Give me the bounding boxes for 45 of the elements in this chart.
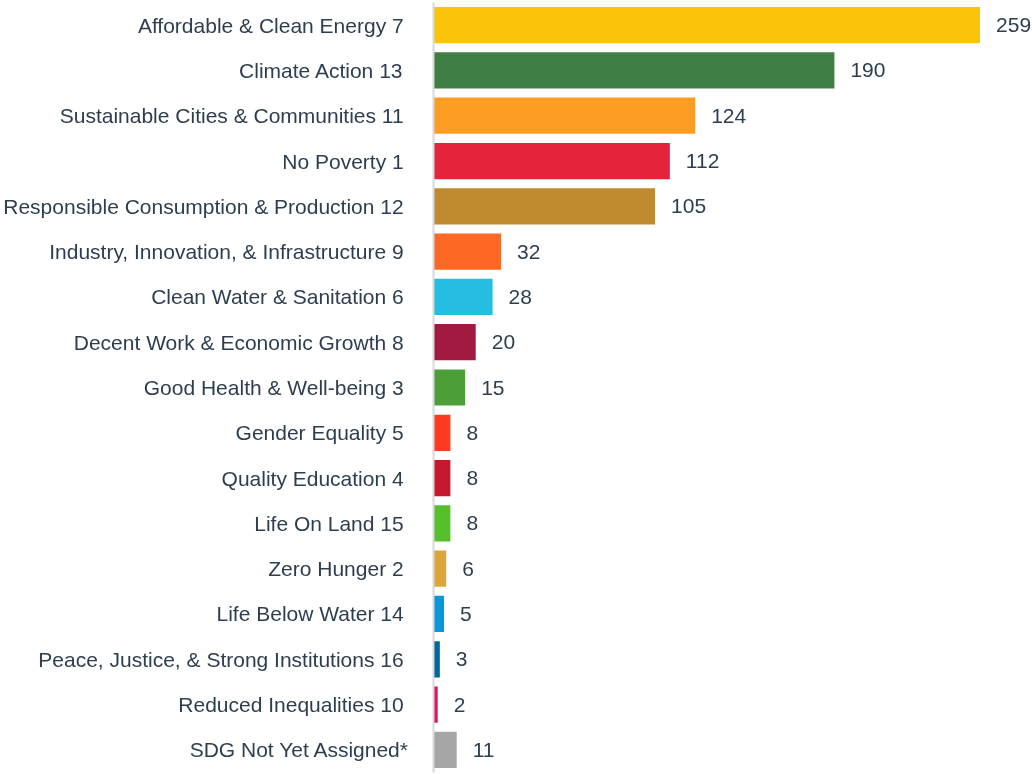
data-label: 11 bbox=[472, 737, 495, 761]
y-tick-label: Reduced Inequalities 10 bbox=[178, 693, 404, 717]
y-tick-label: Clean Water & Sanitation 6 bbox=[151, 285, 404, 309]
bar bbox=[433, 97, 696, 134]
data-label: 15 bbox=[481, 375, 505, 399]
bar bbox=[433, 142, 670, 180]
y-tick-label: Sustainable Cities & Communities 11 bbox=[59, 104, 404, 128]
bar bbox=[433, 324, 476, 361]
data-label: 190 bbox=[850, 58, 886, 82]
bar bbox=[433, 278, 493, 316]
data-label: 124 bbox=[711, 103, 747, 127]
y-tick-label: Zero Hunger 2 bbox=[268, 557, 404, 581]
y-tick-label: Climate Action 13 bbox=[239, 58, 403, 82]
bar bbox=[433, 505, 451, 542]
y-tick-label: Decent Work & Economic Growth 8 bbox=[73, 330, 404, 354]
data-label: 5 bbox=[460, 601, 472, 625]
data-label: 28 bbox=[508, 284, 532, 308]
bar bbox=[433, 7, 981, 44]
data-label: 2 bbox=[453, 692, 466, 716]
data-label: 8 bbox=[466, 511, 479, 535]
y-tick-label: Peace, Justice, & Strong Institutions 16 bbox=[38, 647, 404, 671]
data-label: 105 bbox=[671, 194, 707, 218]
bar bbox=[433, 52, 835, 89]
bar bbox=[433, 731, 457, 768]
y-tick-label: Quality Education 4 bbox=[221, 466, 404, 490]
data-label: 8 bbox=[466, 466, 479, 490]
y-tick-label: Good Health & Well-being 3 bbox=[143, 376, 404, 399]
y-tick-label: Life On Land 15 bbox=[254, 511, 404, 535]
y-tick-label: No Poverty 1 bbox=[282, 149, 404, 173]
y-tick-label: Gender Equality 5 bbox=[235, 421, 404, 445]
y-tick-label: Industry, Innovation, & Infrastructure 9 bbox=[49, 240, 404, 264]
y-tick-label: Responsible Consumption & Production 12 bbox=[3, 194, 404, 218]
data-label: 6 bbox=[462, 556, 474, 580]
data-label: 3 bbox=[455, 647, 468, 671]
bar bbox=[433, 369, 466, 406]
data-label: 259 bbox=[996, 13, 1032, 37]
data-label: 8 bbox=[466, 420, 479, 444]
y-tick-label: Affordable & Clean Energy 7 bbox=[137, 13, 404, 37]
bar bbox=[433, 233, 502, 270]
data-label: 20 bbox=[491, 330, 516, 354]
y-tick-label: Life Below Water 14 bbox=[216, 602, 404, 626]
bar bbox=[433, 188, 656, 225]
data-label: 112 bbox=[685, 149, 720, 173]
y-tick-label: SDG Not Yet Assigned* bbox=[189, 738, 408, 762]
data-label: 32 bbox=[517, 239, 541, 263]
